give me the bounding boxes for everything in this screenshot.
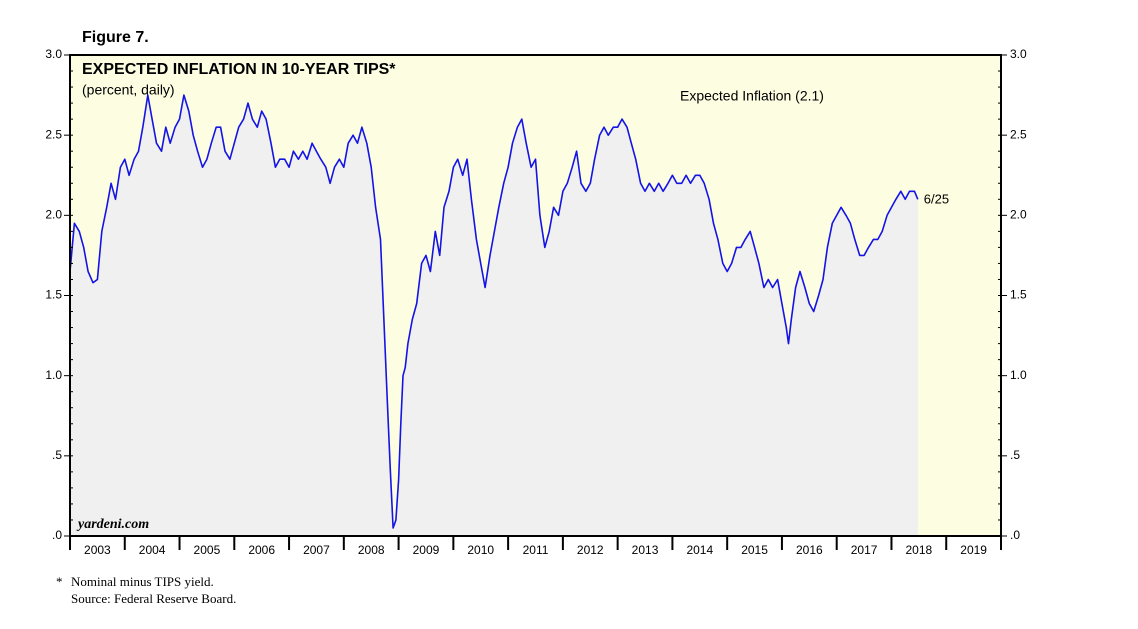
y2-tick-label: 1.5 (1010, 288, 1027, 302)
plot-area: 6/25 .0 .0 .5 .5 1.0 1.0 1.5 1.5 2.0 2.0 2.5 2.5 3.0 3… (45, 47, 1027, 557)
legend-label: Expected Inflation (2.1) (680, 88, 824, 104)
x-tick-label: 2018 (906, 543, 933, 557)
x-tick-label: 2019 (960, 543, 987, 557)
line (69, 94, 919, 529)
source: Source: Federal Reserve Board. (71, 591, 236, 606)
x-tick-label: 2011 (523, 543, 549, 557)
chart-title: EXPECTED INFLATION IN 10-YEAR TIPS* (82, 61, 396, 78)
y-tick-label: .5 (52, 448, 62, 462)
x-tick-label: 2004 (139, 543, 166, 557)
y2-tick-label: 2.5 (1010, 127, 1027, 141)
y2-tick-label: .5 (1010, 448, 1020, 462)
y-tick-label: 1.5 (45, 288, 62, 302)
x-tick-label: 2008 (358, 543, 385, 557)
end-label: 6/25 (924, 191, 949, 206)
figure-label: Figure 7. (82, 29, 149, 46)
watermark: yardeni.com (76, 517, 149, 532)
x-tick-label: 2003 (84, 543, 111, 557)
area-fill (70, 95, 918, 536)
footnote-marker: * (56, 574, 63, 589)
x-tick-label: 2005 (194, 543, 221, 557)
x-tick-label: 2015 (741, 543, 768, 557)
x-tick-label: 2012 (577, 543, 604, 557)
y-tick-label: 3.0 (45, 47, 62, 61)
y2-tick-label: 3.0 (1010, 47, 1027, 61)
y-tick-label: 2.5 (45, 127, 62, 141)
y2-tick-label: 2.0 (1010, 208, 1027, 222)
x-tick-label: 2007 (303, 543, 330, 557)
y-tick-label: 2.0 (45, 208, 62, 222)
chart-subtitle: (percent, daily) (82, 82, 175, 98)
y2-tick-label: 1.0 (1010, 368, 1027, 382)
x-tick-label: 2010 (467, 543, 494, 557)
y-tick-label: .0 (52, 528, 62, 542)
x-tick-label: 2014 (686, 543, 713, 557)
x-tick-label: 2017 (851, 543, 878, 557)
y-tick-label: 1.0 (45, 368, 62, 382)
x-tick-label: 2016 (796, 543, 823, 557)
footnote: Nominal minus TIPS yield. (71, 574, 214, 589)
y2-tick-label: .0 (1010, 528, 1020, 542)
x-tick-label: 2006 (248, 543, 275, 557)
x-tick-label: 2013 (632, 543, 659, 557)
x-tick-label: 2009 (413, 543, 440, 557)
